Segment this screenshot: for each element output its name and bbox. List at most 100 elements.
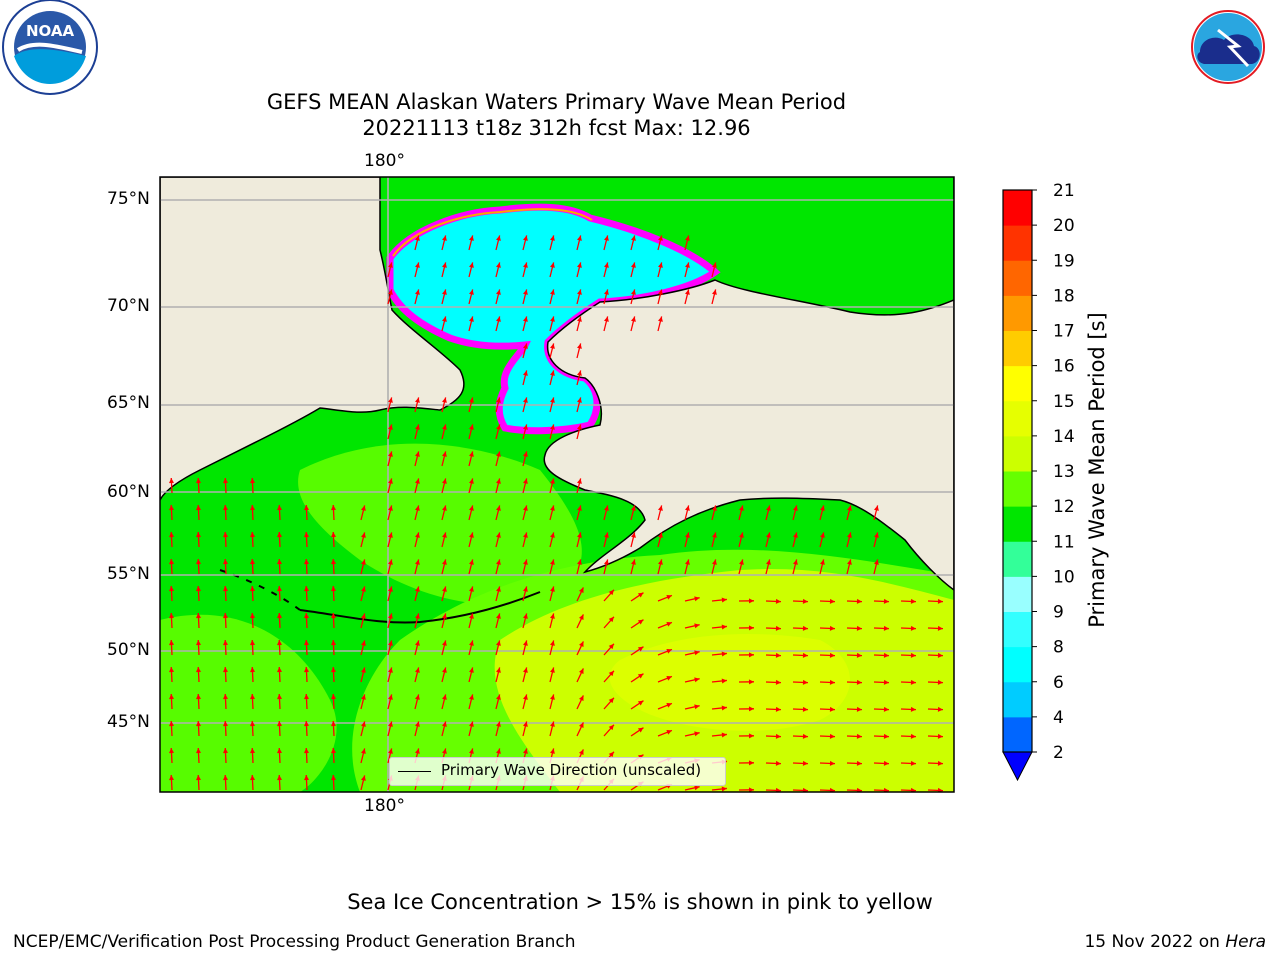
wave-arrow-head [802,760,808,766]
wave-arrow-head [442,721,447,727]
wave-arrow-head [523,640,528,646]
wave-arrow-head [604,289,609,295]
wave-arrow-head [442,316,447,322]
wave-arrow-head [883,679,889,685]
wave-arrow-head [666,675,672,681]
wave-arrow-head [361,775,366,781]
wave-arrow-head [550,289,555,295]
wave-arrow-head [496,451,501,457]
wave-arrow-head [856,760,862,766]
wave-arrow-head [223,586,228,592]
wave-arrow-head [388,586,393,592]
wave-arrow-head [578,722,584,729]
wave-arrow-head [415,478,420,484]
wave-arrow-head [469,316,474,322]
wave-arrow-head [442,586,447,592]
wave-arrow-head [304,505,309,511]
colorbar-tick-label: 14 [1053,427,1075,447]
wave-arrow-head [739,532,744,538]
wave-arrow-head [388,532,393,538]
wave-arrow-head [578,695,584,702]
wave-arrow-head [442,559,447,565]
wave-arrow-head [550,667,555,673]
wave-arrow-head [523,532,528,538]
wave-arrow-head [523,370,528,376]
wave-arrow-head [739,559,744,565]
wave-arrow-head [169,559,174,565]
lat-label-60: 60°N [107,482,150,502]
wave-arrow-head [802,625,808,631]
wave-arrow-head [415,451,420,457]
colorbar-bin [1003,506,1032,542]
wave-arrow-head [304,640,309,646]
wave-arrow-head [196,667,201,673]
wave-arrow-head [694,677,700,683]
wave-arrow-head [250,721,255,727]
wave-arrow-head [169,721,174,727]
wave-arrow-head [712,262,717,268]
wave-arrow-head [496,694,501,700]
wave-arrow-head [496,559,501,565]
wave-arrow-head [577,343,582,349]
wave-arrow-head [304,721,309,727]
wave-arrow-head [666,729,672,735]
wave-arrow-head [277,559,282,565]
wave-arrow-head [577,370,582,376]
wave-arrow-head [223,640,228,646]
wave-arrow-head [637,700,644,706]
wave-arrow-head [802,787,808,792]
wave-arrow-head [442,235,447,241]
wave-arrow-head [577,532,582,538]
wave-arrow-head [196,505,201,511]
wave-arrow-head [523,424,528,430]
wave-arrow-head [637,673,644,679]
wave-arrow-head [829,625,835,631]
wave-arrow-head [721,705,727,711]
sea-ice-edge [392,208,593,257]
colorbar-tick-label: 16 [1053,357,1075,377]
wave-arrow-head [169,613,174,619]
wave-arrow-head [361,613,366,619]
wave-arrow-head [469,262,474,268]
wave-arrow-head [223,694,228,700]
date-text: 15 Nov 2022 on [1084,932,1226,952]
colorbar-bin [1003,471,1032,507]
colorbar-tick-label: 19 [1053,251,1075,271]
sea-ice-note: Sea Ice Concentration > 15% is shown in … [347,890,933,914]
colorbar-tick-label: 13 [1053,462,1075,482]
wave-arrow-head [496,235,501,241]
colorbar-bin [1003,330,1032,367]
wave-arrow-head [775,625,781,631]
colorbar-tick-label: 10 [1053,567,1075,587]
wave-arrow-head [874,532,879,538]
wave-arrow-head [550,235,555,241]
wave-arrow-head [883,787,889,792]
wave-arrow-head [523,451,528,457]
wave-arrow-head [469,640,474,646]
wave-arrow-head [250,559,255,565]
machine-name: Hera [1225,932,1266,952]
wave-arrow-head [883,733,889,739]
wave-arrow-head [631,559,636,565]
wave-arrow-head [196,478,201,484]
wave-arrow-head [496,640,501,646]
wave-arrow-head [223,478,228,484]
wave-arrow-head [631,235,636,241]
wave-arrow-head [523,316,528,322]
wave-arrow-head [196,748,201,754]
wave-arrow-head [829,733,835,739]
wave-arrow-head [766,559,771,565]
wave-arrow-head [388,397,393,403]
wave-arrow-head [331,775,336,781]
wave-arrow-head [748,706,754,712]
wave-arrow-head [277,640,282,646]
svg-text:NOAA: NOAA [26,22,75,40]
wave-arrow-head [277,505,282,511]
wave-arrow-head [523,721,528,727]
wave-arrow-head [578,749,584,756]
wave-arrow-head [666,621,672,627]
wave-arrow-head [169,667,174,673]
wave-arrow-head [223,613,228,619]
wave-arrow-head [694,623,700,629]
